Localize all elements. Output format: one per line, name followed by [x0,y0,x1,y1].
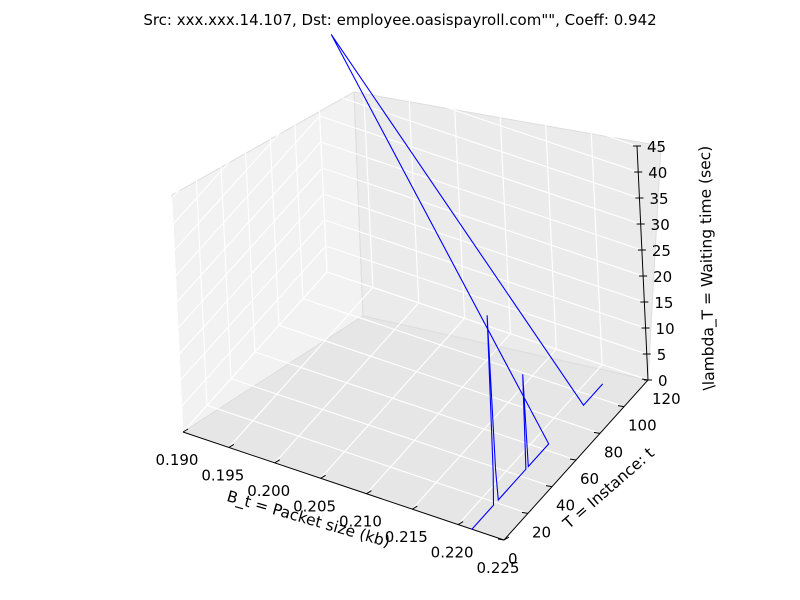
x-tick-label: 0.205 [293,497,336,515]
z-tick-label: 10 [656,320,675,338]
z-gridline-right [321,167,644,277]
y-gridline-wall [291,64,304,299]
z-gridline-left [180,219,325,381]
x-tick-label: 0.195 [201,466,244,484]
y-tick-label: 100 [628,417,657,435]
x-tick-label: 0.190 [156,451,199,469]
y-tick-mark [569,458,577,461]
z-gridline-left [171,37,317,199]
z-gridline-right [323,193,645,303]
y-gridline-wall [219,144,232,379]
axes-panes [171,91,662,541]
y-tick-label: 0 [508,550,518,568]
y-tick-mark [497,538,505,541]
x-gridline-wall [407,68,420,303]
x-gridline-wall [544,115,557,350]
y-tick-label: 80 [604,443,623,461]
z-gridline-right [317,63,639,173]
z-tick-label: 15 [654,294,673,312]
z-tick-label: 40 [648,164,667,182]
y-gridline-floor [254,351,577,461]
y-gridline-wall [243,117,256,353]
z-tick-label: 30 [651,216,670,234]
x-gridline-wall [453,84,466,319]
z-axis-line [636,145,649,381]
x-tick-mark [457,521,464,526]
z-tick-label: 5 [657,346,667,364]
x-gridline-wall [361,53,374,288]
z-tick-label: 35 [649,190,668,208]
x-tick-mark [320,474,326,479]
x-tick-label: 0.200 [247,482,290,500]
y-gridline-wall [195,171,208,406]
x-tick-mark [228,443,235,448]
z-axis-label: \lambda_T = Waiting time (sec) [696,146,719,391]
chart-title: Src: xxx.xxx.14.107, Dst: employee.oasis… [143,11,656,29]
z-gridline-left [174,89,319,251]
z-gridline-left [178,193,324,355]
y-gridline-floor [230,378,553,488]
x-tick-mark [274,459,280,464]
z-gridline-right [319,115,641,225]
x-tick-label: 0.225 [477,559,520,577]
z-gridline-left [182,271,328,433]
x-tick-label: 0.210 [339,513,382,531]
y-gridline-floor [206,404,529,514]
x-tick-mark [366,490,372,495]
z-gridline-left [181,245,327,407]
z-gridline-right [315,37,638,147]
data-series [330,34,604,530]
z-gridline-right [324,219,646,329]
y-gridline-wall [171,197,184,433]
y-tick-label: 20 [532,523,551,541]
y-tick-mark [545,485,553,488]
z-tick-label: 45 [647,138,666,156]
y-tick-mark [593,431,601,434]
z-tick-label: 20 [653,268,672,286]
y-tick-label: 60 [580,470,599,488]
y-gridline-floor [302,298,625,408]
series-line [330,34,604,530]
y-gridline-floor [278,324,601,434]
x-gridline-wall [590,130,603,365]
x-tick-mark [182,428,189,433]
x-axis-line [182,431,505,541]
x-tick-label: 0.215 [385,528,428,546]
z-gridline-left [175,115,321,277]
x-tick-mark [503,536,510,541]
z-gridline-right [318,89,640,199]
z-gridline-left [176,141,322,303]
y-tick-label: 120 [652,390,681,408]
z-tick-label: 25 [652,242,671,260]
z-gridline-left [177,167,323,329]
y-tick-mark [521,511,529,514]
y-tick-mark [617,405,625,408]
z-gridline-right [325,245,647,355]
y-tick-label: 40 [556,497,575,515]
z-gridline-right [320,141,643,251]
axis-ticks: 0.1900.1950.2000.2050.2100.2150.2200.225… [156,138,681,577]
y-gridline-wall [315,37,328,273]
z-tick-label: 0 [658,372,668,390]
z-gridline-left [172,63,318,225]
y-gridline-wall [267,91,280,326]
x-tick-mark [412,505,418,510]
x-tick-label: 0.220 [431,544,474,562]
